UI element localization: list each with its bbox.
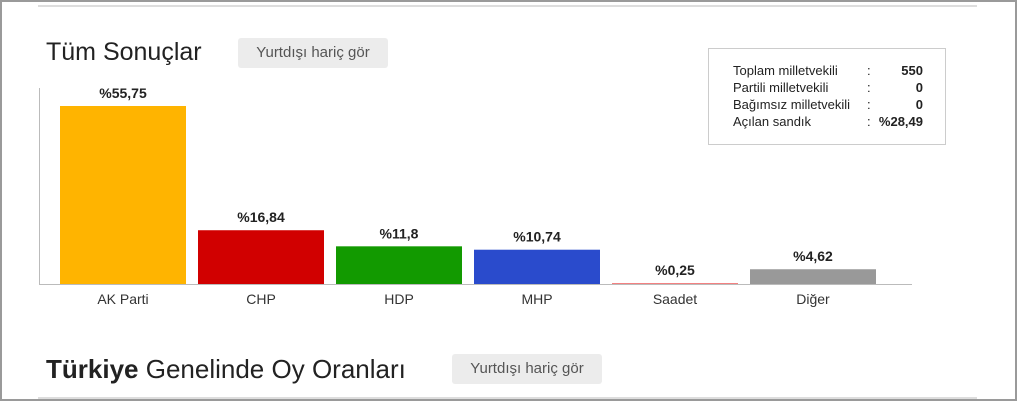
category-label: Saadet [653,291,697,307]
bar [612,283,738,284]
summary-row: Partili milletvekili: 0 [733,80,923,97]
summary-label: Açılan sandık [733,114,812,129]
summary-label: Bağımsız milletvekili [733,97,851,112]
summary-label: Partili milletvekili [733,80,829,95]
summary-value: 0 [915,80,923,95]
bottom-rule [38,397,977,399]
summary-box: Toplam milletvekili: 550 Partili milletvek… [708,48,946,145]
filter-button[interactable]: Yurtdışı hariç gör [452,354,602,384]
summary-separator: : [867,63,871,78]
summary-row: Bağımsız milletvekili: 0 [733,97,923,114]
summary-separator: : [867,80,871,95]
category-label: AK Parti [97,291,148,307]
bar [60,106,186,284]
bar [336,246,462,284]
summary-value: %28,49 [878,114,923,129]
value-label: %16,84 [237,209,285,225]
value-label: %55,75 [99,85,147,101]
value-label: %10,74 [513,229,561,245]
section-title-bold: Türkiye [46,354,139,384]
chart-title: Tüm Sonuçlar [46,38,202,66]
summary-separator: : [867,97,871,112]
bar [198,230,324,284]
summary-row: Toplam milletvekili: 550 [733,63,923,80]
bar [750,269,876,284]
summary-value: 550 [901,63,923,78]
summary-separator: : [867,114,871,129]
category-label: MHP [521,291,552,307]
summary-label: Toplam milletvekili [733,63,838,78]
summary-value: 0 [915,97,923,112]
value-label: %4,62 [793,248,833,264]
category-label: HDP [384,291,414,307]
filter-button[interactable]: Yurtdışı hariç gör [238,38,388,68]
bar [474,249,600,284]
category-label: Diğer [796,291,830,307]
chart: %55,75 AK Parti %16,84 CHP %11,8 HDP %10,74 MHP… [39,85,912,307]
top-rule [38,5,977,7]
value-label: %11,8 [380,225,419,241]
value-label: %0,25 [655,262,695,278]
summary-row: Açılan sandık: %28,49 [733,114,923,131]
section-title: Türkiye Genelinde Oy Oranları [46,354,406,385]
category-label: CHP [246,291,276,307]
section-title-rest: Genelinde Oy Oranları [145,354,406,384]
